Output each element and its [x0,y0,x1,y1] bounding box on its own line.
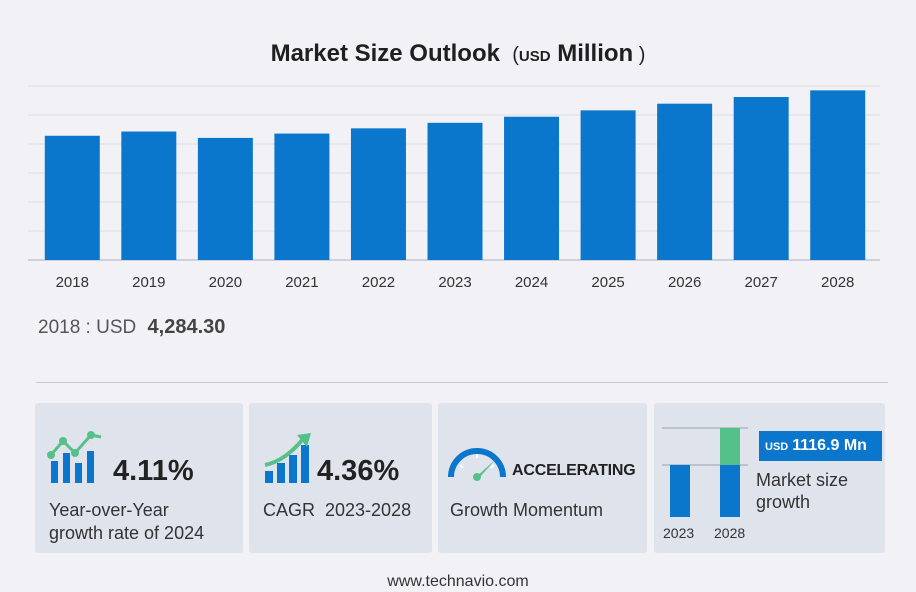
growth-badge: USD 1116.9 Mn [759,431,882,461]
cagr-value: 4.36% [317,455,400,487]
x-tick-label-2020: 2020 [209,274,242,291]
bar-2024 [504,116,560,260]
x-tick-label-2026: 2026 [668,274,701,291]
x-tick-label-2025: 2025 [591,274,624,291]
baseline-value-row: 2018 : USD 4,284.30 [38,316,225,339]
mini-bar-end [720,465,740,517]
bar-2027 [733,97,789,260]
title-close-paren: ) [633,44,646,66]
title-unit: Million [557,40,634,67]
bar-2021 [274,133,330,260]
bar-2018 [44,135,100,260]
cagr-description: CAGR 2023-2028 [263,500,412,520]
yoy-description: Year-over-Year growth rate of 2024 [49,499,204,545]
momentum-value: ACCELERATING [512,462,636,479]
growth-badge-value: 1116.9 Mn [792,437,867,454]
x-tick-label-2023: 2023 [438,274,471,291]
section-divider [36,382,888,383]
market-growth-card: 2023 2028 Market size growth [654,403,885,553]
x-tick-label-2018: 2018 [56,274,89,291]
title-unit-prefix: USD [518,48,551,65]
mini-bar-start [670,465,690,517]
growth-line-1: Market size [756,470,849,490]
x-tick-label-2022: 2022 [362,274,395,291]
bar-2019 [121,131,177,260]
yoy-line-1: Year-over-Year [49,500,169,520]
x-tick-label-2019: 2019 [132,274,165,291]
yoy-line-2: growth rate of 2024 [49,523,205,543]
bar-2026 [657,103,713,260]
bar-2028 [810,90,866,260]
baseline-label: 2018 : USD [38,317,137,338]
footer-source: www.technavio.com [387,573,529,590]
x-tick-label-2028: 2028 [821,274,854,291]
bar-2025 [580,110,636,260]
yoy-value: 4.11% [113,455,194,487]
growth-mini-chart [662,427,748,517]
bar-2023 [427,122,483,260]
x-tick-label-2021: 2021 [285,274,318,291]
growth-description: Market size growth [756,469,848,513]
speedometer-icon [448,448,506,481]
mini-year-end: 2028 [714,525,746,541]
title-open-paren: ( [506,44,519,66]
momentum-description: Growth Momentum [450,500,604,520]
cagr-card: 4.36% CAGR 2023-2028 [249,403,432,553]
x-tick-label-2024: 2024 [515,274,548,291]
bar-chart-arrow-icon [264,433,311,483]
yoy-growth-card: 4.11% Year-over-Year growth rate of 2024 [35,403,243,553]
chart-title-text: Market Size Outlook [270,40,500,67]
mini-bar-increment [720,428,740,465]
growth-line-2: growth [756,492,811,512]
bar-2022 [350,128,406,260]
market-size-bar-chart: 2018 2019 2020 2021 2022 2023 2024 2025 2026 2027… [28,85,880,291]
baseline-value: 4,284.30 [147,316,226,338]
growth-badge-prefix: USD [765,441,789,453]
chart-title: Market Size Outlook (USD Million ) [0,40,916,68]
growth-momentum-card: ACCELERATING Growth Momentum [438,403,647,553]
bar-2020 [197,137,253,260]
mini-year-start: 2023 [663,525,695,541]
bar-chart-trend-icon [47,431,102,483]
x-tick-label-2027: 2027 [744,274,777,291]
